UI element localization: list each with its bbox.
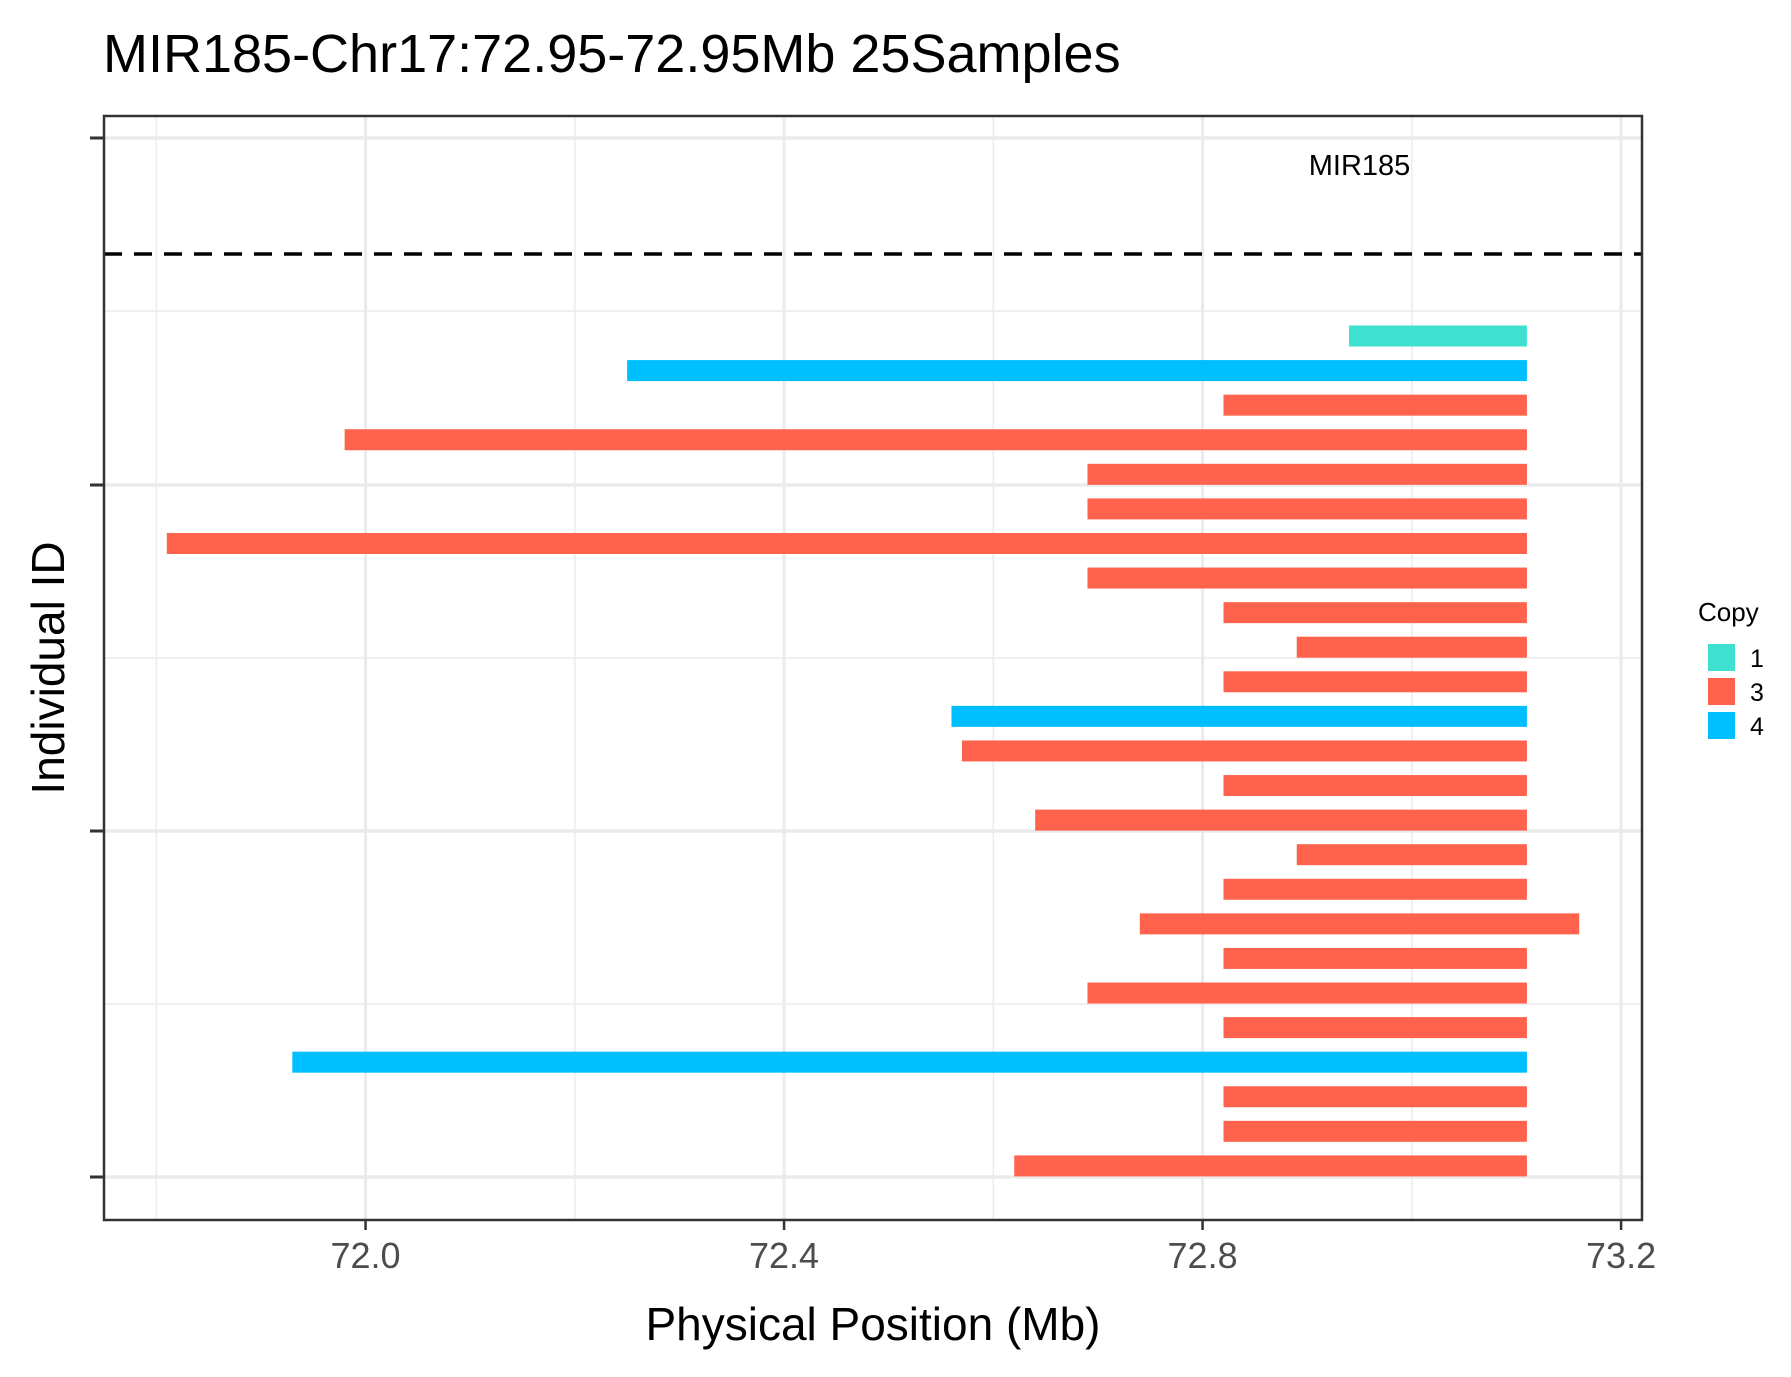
- plot-border: [102, 114, 1644, 1222]
- cnv-segment-bar: [1296, 844, 1527, 866]
- x-axis-label: Physical Position (Mb): [645, 1298, 1100, 1350]
- legend-swatch: [1708, 644, 1735, 671]
- cnv-segment-bar: [1223, 1120, 1527, 1142]
- cnv-segment-bar: [951, 705, 1527, 727]
- cnv-segment-bar: [961, 740, 1527, 762]
- cnv-segment-bar: [1296, 636, 1527, 658]
- cnv-segment-bar: [1087, 982, 1527, 1004]
- cnv-segment-bar: [1139, 913, 1580, 935]
- x-tick-label: 72.8: [1168, 1235, 1238, 1276]
- copy-legend: Copy 1 3 4: [1698, 597, 1764, 741]
- cnv-segment-bar: [1223, 1086, 1527, 1108]
- cnv-segment-bar: [1223, 775, 1527, 797]
- x-tick-label: 72.4: [749, 1235, 819, 1276]
- x-tick-label: 72.0: [331, 1235, 401, 1276]
- cnv-segment-bar: [1087, 498, 1527, 520]
- cnv-segment-bar: [1087, 567, 1527, 589]
- y-axis-label: Individual ID: [22, 541, 74, 794]
- legend-item-label: 4: [1750, 713, 1764, 741]
- cnv-segment-bar: [1223, 878, 1527, 900]
- legend-item-label: 1: [1750, 645, 1764, 673]
- cnv-segment-bar: [292, 1051, 1527, 1073]
- cnv-segment-bar: [1223, 947, 1527, 969]
- legend-swatch: [1708, 712, 1735, 739]
- grid-lines: [104, 116, 1642, 1220]
- cnv-segment-bar: [1035, 809, 1527, 831]
- cnv-segment-bar: [344, 429, 1527, 451]
- cnv-segment-bar: [166, 532, 1527, 554]
- cnv-segment-bar: [1087, 463, 1527, 485]
- cnv-segment-bar: [1223, 671, 1527, 693]
- cnv-segment-bar: [1014, 1155, 1527, 1177]
- cnv-segment-bar: [1349, 325, 1527, 347]
- legend-item-label: 3: [1750, 679, 1764, 707]
- axes: 72.0 72.4 72.8 73.2: [90, 136, 1656, 1276]
- x-tick-label: 73.2: [1586, 1235, 1656, 1276]
- cnv-segment-bar: [1223, 394, 1527, 416]
- chart-title: MIR185-Chr17:72.95-72.95Mb 25Samples: [103, 24, 1121, 84]
- cnv-segment-bar: [1223, 602, 1527, 624]
- cnv-segment-bar: [627, 360, 1527, 382]
- gene-label: MIR185: [1309, 150, 1411, 182]
- legend-swatch: [1708, 678, 1735, 705]
- cnv-segment-bar: [1223, 1017, 1527, 1039]
- cnv-segments: [166, 325, 1580, 1177]
- legend-title: Copy: [1698, 597, 1759, 627]
